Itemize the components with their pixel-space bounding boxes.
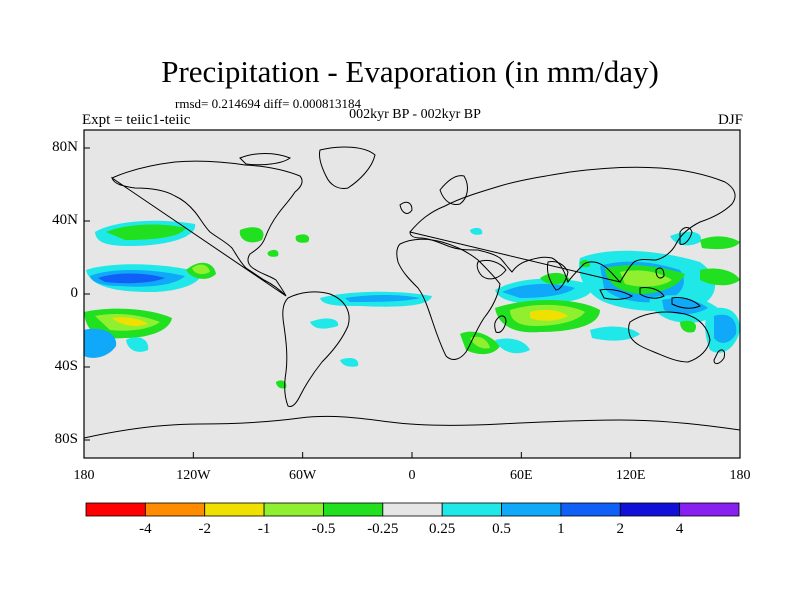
colorbar-box (501, 502, 562, 517)
period-label: 002kyr BP - 002kyr BP (349, 107, 481, 122)
colorbar-label: 4 (675, 521, 684, 537)
plot-title: Precipitation - Evaporation (in mm/day) (161, 54, 659, 89)
colorbar (85, 502, 740, 517)
experiment-label: Expt = teiic1-teiic (82, 112, 191, 128)
colorbar-box (679, 502, 740, 517)
colorbar-label: -0.25 (367, 521, 399, 537)
colorbar-box (560, 502, 621, 517)
colorbar-box (441, 502, 502, 517)
colorbar-label: 0.25 (429, 521, 456, 537)
latitude-label: 0 (70, 285, 79, 301)
latitude-label: 40N (52, 212, 78, 228)
latitude-label: 80N (52, 139, 78, 155)
colorbar-label: -0.5 (311, 521, 336, 537)
longitude-label: 180 (729, 468, 751, 483)
map-panel (83, 129, 741, 459)
latitude-label: 80S (54, 431, 78, 447)
colorbar-label: 1 (557, 521, 565, 537)
anomaly-fields (84, 220, 740, 389)
colorbar-label: -1 (257, 521, 271, 537)
colorbar-label: -2 (198, 521, 211, 537)
colorbar-label: 2 (616, 521, 625, 537)
season-label: DJF (717, 112, 743, 128)
colorbar-box (382, 502, 443, 517)
longitude-label: 60E (510, 468, 533, 483)
colorbar-box (619, 502, 681, 517)
latitude-ticks (84, 147, 90, 441)
latitude-label: 40S (54, 358, 78, 374)
longitude-label: 180 (73, 468, 95, 483)
colorbar-box (263, 502, 324, 517)
rmsd-diff-subtitle: rmsd= 0.214694 diff= 0.000813184 (175, 96, 361, 111)
longitude-label: 60W (289, 468, 317, 483)
longitude-ticks (83, 452, 741, 458)
longitude-label: 120E (615, 468, 646, 483)
longitude-label: 120W (176, 468, 211, 483)
colorbar-box (85, 502, 146, 517)
colorbar-box (323, 502, 384, 517)
colorbar-box (204, 502, 265, 517)
colorbar-label: 0.5 (492, 521, 511, 537)
colorbar-box (144, 502, 206, 517)
coastlines (83, 146, 741, 439)
colorbar-label: -4 (139, 521, 152, 537)
longitude-label: 0 (408, 468, 416, 483)
